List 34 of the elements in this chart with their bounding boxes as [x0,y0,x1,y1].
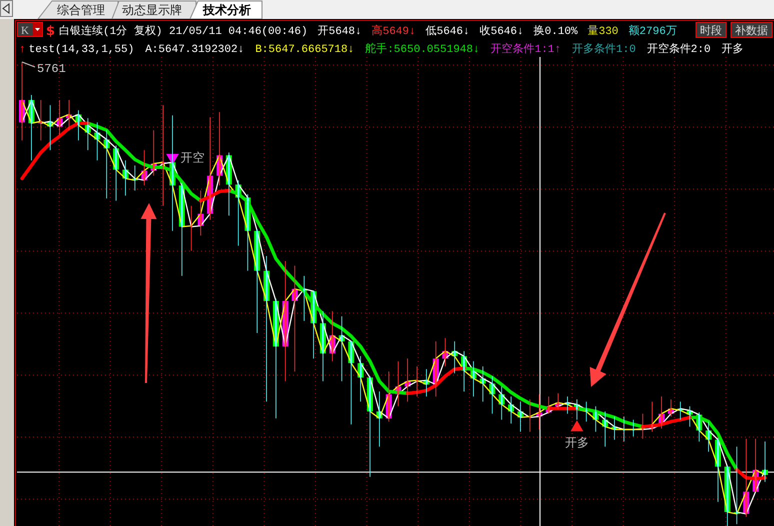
text: 开空条件2:0 [646,42,711,56]
text: 开空条件1:1↑ [490,42,562,56]
text: 技术分析 [202,3,251,17]
text: B:5647.6665718↓ [255,44,354,56]
text: 开5648↓ [318,25,362,38]
candlestick [622,416,625,442]
candlestick [632,419,634,437]
text: 换0.10% [534,25,578,38]
candlestick [585,401,588,422]
text: K [21,25,29,37]
text: 舵手:5650.0551948↓ [365,42,480,56]
text: 额2796万 [628,24,677,38]
candlestick [416,366,418,397]
candlestick [190,205,192,252]
text: ↑ [19,44,26,56]
text: 补数据 [735,24,768,38]
text: 开多条件1:0 [572,43,636,56]
text: 低5646↓ [426,25,470,38]
candlestick [642,413,644,440]
text: 综合管理 [57,3,105,17]
candlestick [528,398,531,432]
text: 量330 [588,25,618,38]
text: 高5649↓ [372,24,416,38]
chart-subtitle: test(14,33,1,55) [28,44,134,56]
text: A:5647.3192302↓ [145,44,244,56]
series-label: 开空 [180,150,204,166]
text: 时段 [700,24,722,38]
chart-title: 白银连续(1分 复权) 21/05/11 04:46(00:46) [59,24,308,38]
text: 开多 [722,43,744,56]
annotation: 5761 [37,62,66,76]
text: 动态显示牌 [122,3,182,17]
series-label: 开多 [564,436,589,451]
text: 收5646↓ [480,25,524,38]
text: $ [46,24,56,39]
